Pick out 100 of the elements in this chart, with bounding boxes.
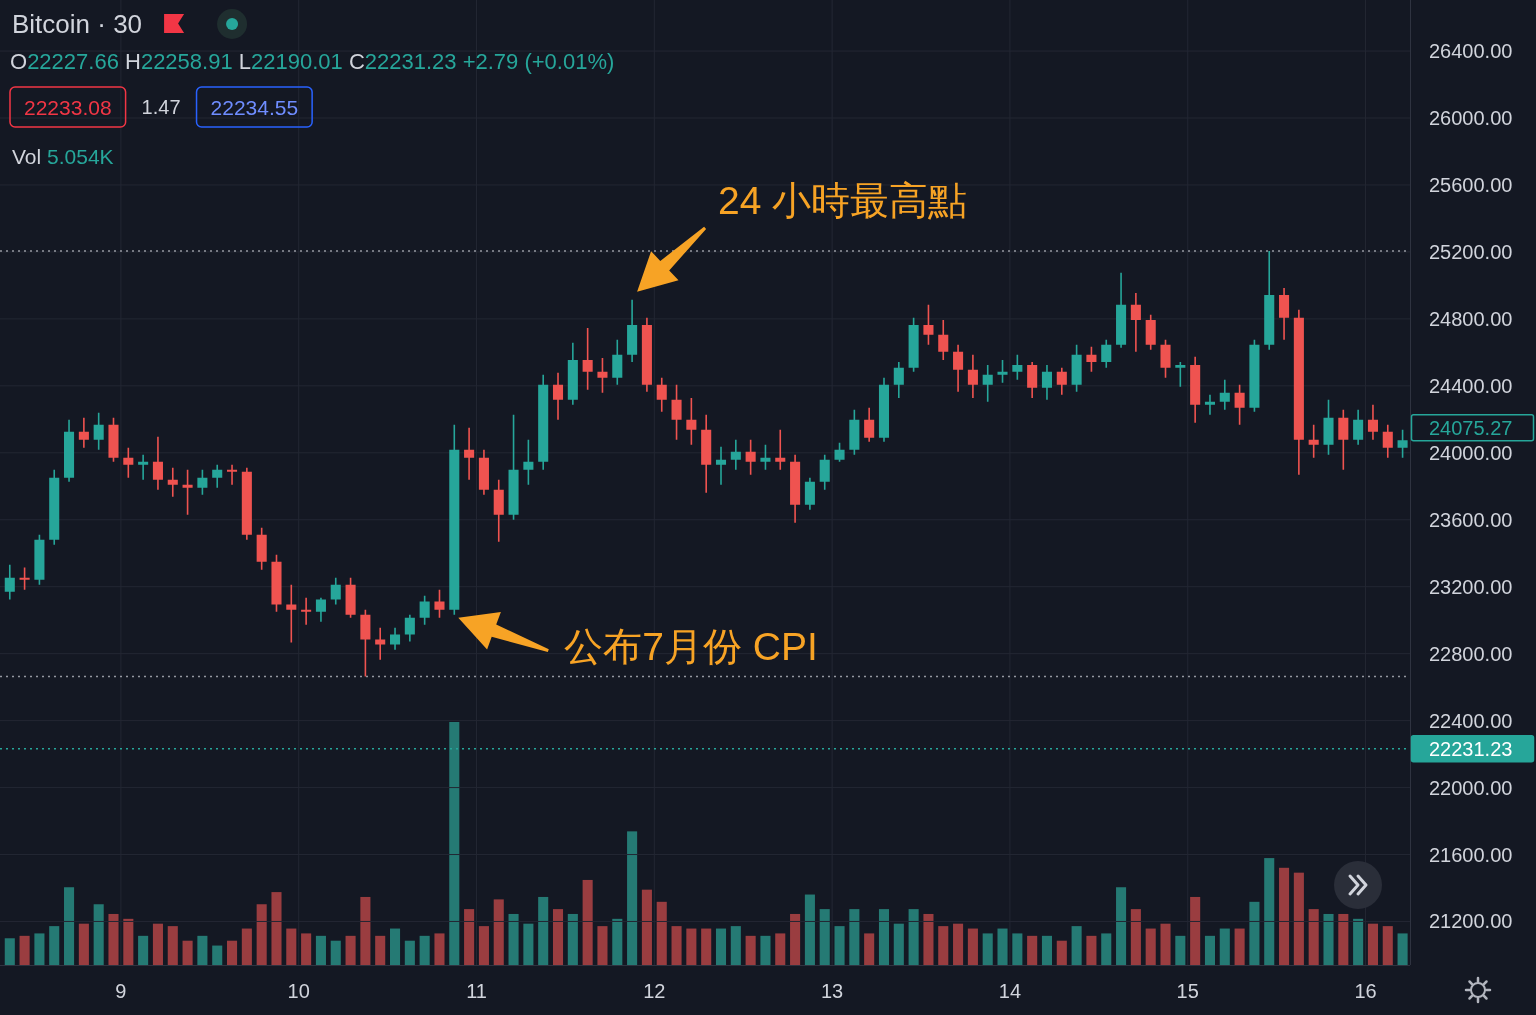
bar	[982, 933, 993, 965]
bar	[1175, 935, 1186, 965]
candlestick	[982, 364, 993, 402]
candlestick	[404, 614, 415, 642]
bar	[671, 926, 682, 965]
bar	[701, 928, 712, 965]
candlestick	[449, 424, 460, 615]
bar	[953, 923, 964, 965]
bar	[78, 923, 89, 965]
bar	[834, 926, 845, 965]
candlestick	[627, 299, 638, 362]
bar	[641, 889, 652, 965]
candlestick	[878, 377, 890, 442]
y-tick-label: 25600.00	[1429, 173, 1513, 196]
y-tick-label: 23600.00	[1429, 508, 1513, 531]
candlestick	[730, 439, 741, 470]
bar	[64, 887, 75, 965]
bar	[182, 940, 193, 965]
bar	[375, 935, 386, 965]
candlestick	[849, 409, 860, 455]
bar	[152, 923, 163, 965]
bar	[1219, 928, 1230, 965]
bar	[538, 896, 549, 965]
candlestick	[967, 354, 978, 398]
bar	[1249, 901, 1260, 965]
bar	[4, 938, 15, 965]
candlestick	[227, 464, 238, 485]
candlestick	[1101, 339, 1112, 368]
annotation: 1.47	[141, 96, 181, 118]
bar	[1012, 933, 1023, 965]
bar	[1279, 867, 1290, 965]
x-tick-label: 16	[1354, 980, 1377, 1002]
text: 24075.27	[1429, 416, 1513, 439]
bar	[93, 904, 104, 965]
bar	[1041, 935, 1053, 965]
x-tick-label: 12	[643, 980, 666, 1002]
bar	[1323, 913, 1334, 965]
bar	[523, 923, 534, 965]
candlestick	[256, 527, 267, 570]
bar	[1101, 933, 1112, 965]
x-tick-label: 9	[115, 980, 127, 1002]
candlestick	[4, 564, 15, 600]
bar	[478, 926, 489, 965]
candlestick	[138, 454, 149, 480]
candlestick	[953, 344, 964, 392]
bar	[893, 923, 904, 965]
candlestick	[108, 417, 119, 462]
annotation: 公布7月份 CPI	[564, 625, 818, 669]
bar	[464, 909, 475, 965]
candlestick	[1234, 384, 1245, 425]
candlestick	[286, 584, 297, 643]
y-tick-label: 26000.00	[1429, 107, 1513, 130]
bar	[1086, 935, 1097, 965]
x-tick-label: 13	[821, 980, 844, 1002]
candlestick	[1219, 379, 1230, 410]
candlestick	[671, 384, 682, 440]
candlestick	[656, 377, 667, 412]
bar	[508, 913, 519, 965]
bar	[730, 926, 741, 965]
candlestick	[1027, 361, 1038, 398]
bar	[449, 722, 460, 965]
candlestick	[641, 317, 652, 392]
bar	[864, 933, 875, 965]
annotation: 24 小時最高點	[718, 179, 968, 223]
candlestick	[775, 429, 786, 470]
y-tick-label: 21200.00	[1429, 910, 1513, 933]
bar	[686, 928, 697, 965]
bar	[1234, 928, 1245, 965]
bar	[1116, 887, 1127, 965]
bar	[1056, 940, 1067, 965]
y-tick-label: 24800.00	[1429, 307, 1513, 330]
candlestick	[434, 589, 445, 618]
bar	[1160, 923, 1171, 965]
candlestick	[1397, 429, 1408, 458]
candlestick	[49, 469, 60, 545]
candlestick	[834, 442, 845, 462]
bar	[745, 935, 756, 965]
candlestick	[819, 454, 830, 490]
candlestick	[360, 609, 371, 677]
candlestick	[1353, 409, 1364, 445]
bar	[19, 935, 30, 965]
bar	[612, 918, 623, 965]
bar	[997, 928, 1008, 965]
candlestick	[1116, 272, 1127, 348]
candlestick	[701, 414, 712, 493]
bar	[1308, 909, 1319, 965]
bar	[167, 926, 178, 965]
bar	[404, 940, 415, 965]
candlestick	[34, 534, 45, 585]
y-tick-label: 22000.00	[1429, 776, 1513, 799]
bar	[345, 935, 356, 965]
candlestick	[1249, 339, 1260, 412]
candlestick	[538, 374, 549, 470]
candlestick	[1323, 399, 1334, 455]
candlestick	[301, 597, 312, 625]
bar	[582, 879, 593, 965]
y-tick-label: 23200.00	[1429, 575, 1513, 598]
y-tick-label: 25200.00	[1429, 240, 1513, 263]
y-tick-label: 26400.00	[1429, 40, 1513, 63]
annotation: Vol 5.054K	[12, 145, 114, 168]
